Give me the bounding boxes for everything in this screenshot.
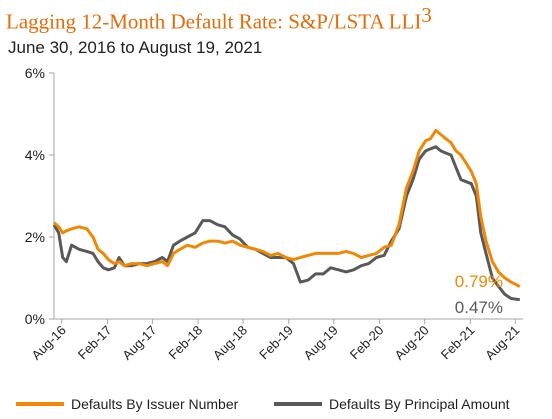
line-chart: 0%2%4%6%Aug-16 Feb-17 Aug-17 Feb-18 Aug-18 Fe… (25, 65, 523, 363)
y-tick-label: 4% (25, 147, 45, 163)
x-tick-label: Aug-18 (210, 323, 250, 363)
legend-swatch-issuer (16, 402, 64, 406)
end-label-issuer: 0.79% (455, 272, 503, 291)
x-tick-label: Feb-20 (347, 323, 387, 363)
end-label-principal: 0.47% (455, 298, 503, 317)
x-tick-label: Aug-16 (29, 323, 69, 363)
x-tick-label: Feb-19 (256, 323, 296, 363)
chart-legend: Defaults By Issuer Number Defaults By Pr… (0, 396, 552, 418)
chart-title-text: Lagging 12-Month Default Rate: S&P/LSTA … (6, 9, 422, 34)
series-line-issuer (53, 128, 521, 288)
y-tick-label: 6% (25, 65, 45, 81)
legend-item-issuer: Defaults By Issuer Number (16, 396, 238, 412)
series-line-principal (52, 145, 521, 302)
legend-item-principal: Defaults By Principal Amount (274, 396, 510, 412)
x-tick-label: Aug-20 (392, 323, 432, 363)
chart-subtitle: June 30, 2016 to August 19, 2021 (8, 38, 263, 57)
x-tick-label: Feb-17 (75, 323, 115, 363)
y-tick-label: 2% (25, 229, 45, 245)
legend-swatch-principal (274, 402, 322, 406)
x-tick-label: Feb-21 (438, 323, 478, 363)
chart-title: Lagging 12-Month Default Rate: S&P/LSTA … (6, 2, 432, 34)
x-tick-label: Aug-17 (119, 323, 159, 363)
x-tick-label: Aug-19 (301, 323, 341, 363)
chart-title-superscript: 3 (421, 3, 432, 27)
x-tick-label: Feb-18 (165, 323, 205, 363)
legend-label-issuer: Defaults By Issuer Number (71, 396, 239, 412)
y-tick-label: 0% (25, 311, 45, 327)
legend-label-principal: Defaults By Principal Amount (329, 396, 510, 412)
x-tick-label: Aug-21 (482, 323, 522, 363)
